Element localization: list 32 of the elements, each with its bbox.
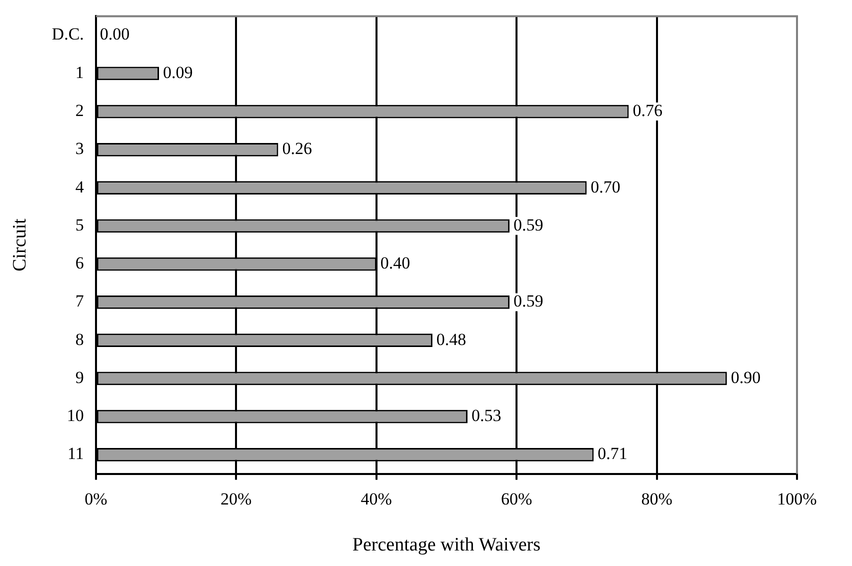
- y-tick-label: 8: [75, 330, 84, 349]
- x-tick-label: 20%: [220, 489, 252, 508]
- data-label: 0.53: [471, 406, 502, 426]
- x-tick-label: 80%: [641, 489, 672, 508]
- y-tick-label: 7: [75, 292, 84, 311]
- data-label: 0.71: [598, 444, 628, 464]
- data-label: 0.09: [163, 62, 193, 82]
- y-tick-label: 1: [75, 62, 84, 82]
- y-tick-label: 10: [66, 406, 84, 426]
- data-label: 0.59: [514, 292, 544, 311]
- data-label: 0.90: [730, 368, 761, 387]
- x-tick-label: 40%: [360, 489, 392, 508]
- data-label: 0.59: [514, 215, 544, 234]
- y-tick-label: 3: [75, 139, 84, 158]
- y-tick-label: 2: [75, 101, 84, 120]
- y-tick-label: 9: [75, 368, 84, 387]
- y-axis-title: Circuit: [9, 218, 30, 272]
- y-tick-label: 11: [68, 444, 84, 464]
- y-tick-label: D.C.: [52, 24, 84, 44]
- data-label: 0.70: [590, 177, 620, 196]
- data-label: 0.00: [100, 24, 130, 44]
- y-tick-label: 6: [75, 254, 84, 273]
- data-label: 0.48: [436, 330, 466, 349]
- x-axis-title: Percentage with Waivers: [352, 534, 540, 556]
- y-tick-label: 4: [75, 177, 84, 196]
- data-label: 0.26: [282, 139, 312, 158]
- x-tick-label: 0%: [84, 489, 108, 508]
- x-tick-label: 100%: [777, 489, 817, 508]
- data-label: 0.40: [380, 254, 410, 273]
- x-tick-label: 60%: [500, 489, 532, 508]
- data-label: 0.76: [632, 101, 662, 120]
- y-tick-label: 5: [75, 215, 84, 234]
